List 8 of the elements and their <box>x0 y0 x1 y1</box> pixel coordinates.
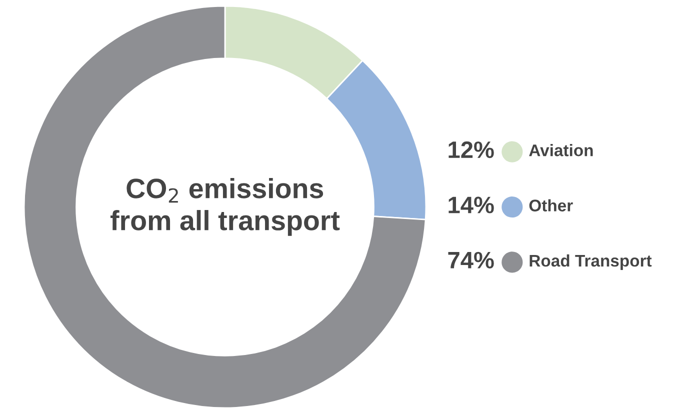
data-label: 12% <box>448 141 494 158</box>
legend-label: Other <box>529 199 573 212</box>
legend-label: Aviation <box>529 144 593 156</box>
data-label: 14% <box>448 196 494 214</box>
donut-slice <box>23 5 426 409</box>
legend-label: Road Transport <box>530 254 652 270</box>
data-label: 74% <box>448 252 494 268</box>
text: CO$_{2}$ emissions from all transport <box>110 178 340 236</box>
